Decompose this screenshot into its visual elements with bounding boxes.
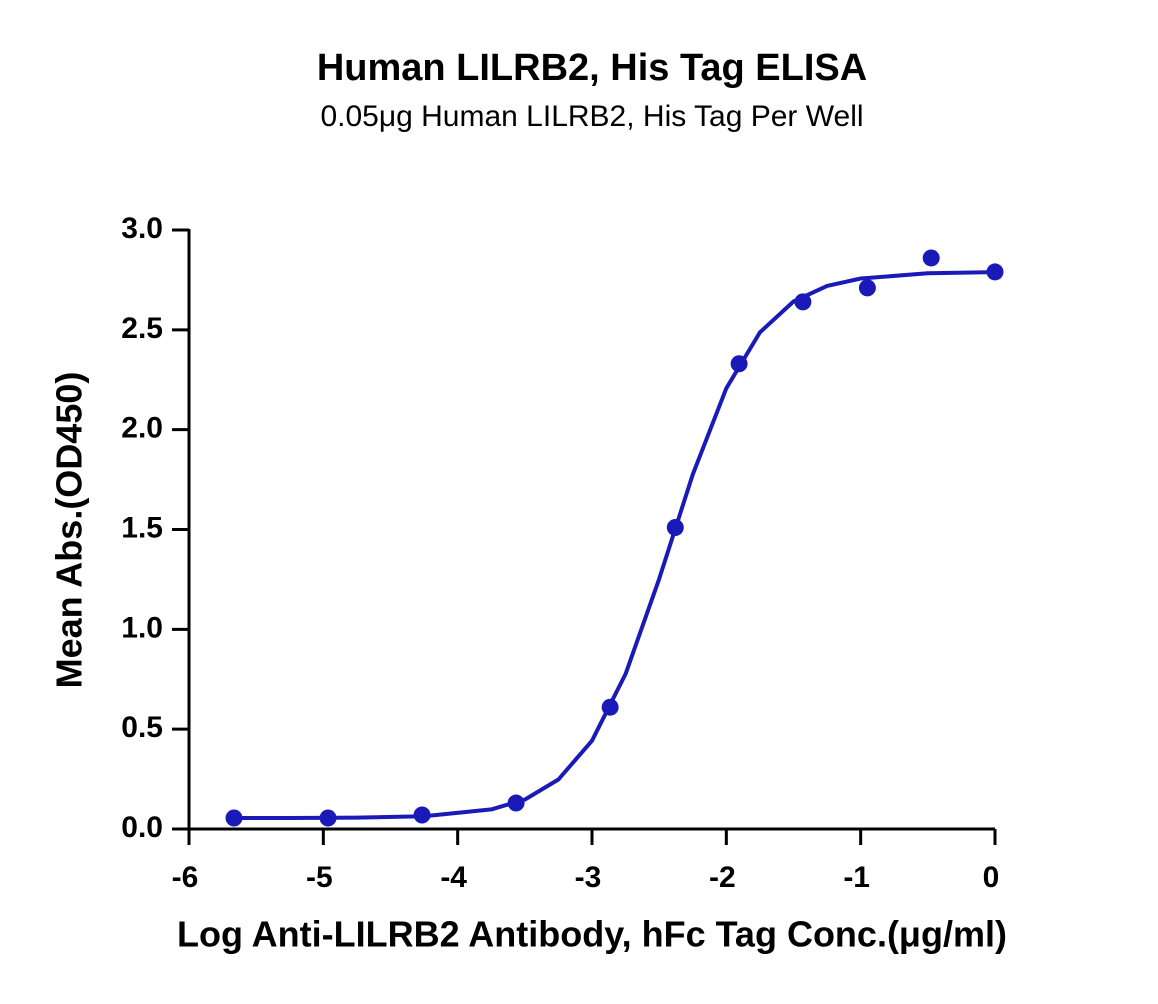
chart-title: Human LILRB2, His Tag ELISA [317,47,867,89]
x-tick-label: -4 [440,861,467,894]
data-point [507,794,525,812]
chart-subtitle: 0.05μg Human LILRB2, His Tag Per Well [320,100,863,133]
data-point [922,249,940,267]
data-point [413,806,431,824]
y-tick-label: 2.5 [121,312,163,345]
x-axis-label: Log Anti-LILRB2 Antibody, hFc Tag Conc.(… [177,914,1007,955]
data-point [858,279,876,297]
y-tick-label: 1.0 [121,611,163,644]
data-point [601,698,619,716]
data-point [319,809,337,827]
fit-curve [234,270,996,820]
data-point [794,293,812,311]
y-tick-label: 1.5 [121,511,163,544]
x-tick-label: -2 [709,861,736,894]
data-point [666,519,684,537]
x-tick-label: -1 [843,861,870,894]
data-point [730,355,748,373]
y-tick-label: 0.5 [121,711,163,744]
y-axis-label: Mean Abs.(OD450) [49,372,90,689]
y-tick-label: 0.0 [121,811,163,844]
data-point [986,263,1004,281]
x-tick-label: -3 [575,861,602,894]
data-point [225,809,243,827]
x-tick-label: 0 [983,861,1000,894]
y-tick-label: 3.0 [121,212,163,245]
x-tick-label: -6 [172,861,199,894]
y-tick-label: 2.0 [121,412,163,445]
x-tick-label: -5 [306,861,333,894]
